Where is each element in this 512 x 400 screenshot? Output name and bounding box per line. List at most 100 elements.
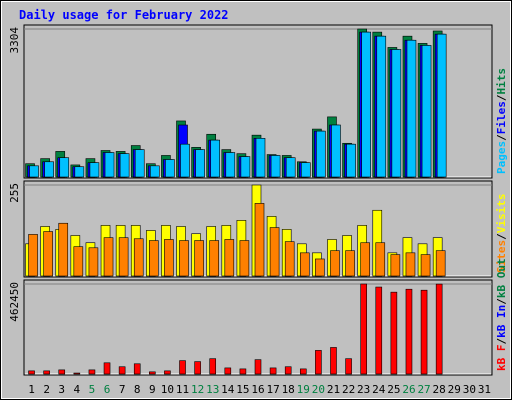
bar (43, 370, 50, 375)
x-tick-label: 26 (402, 383, 415, 396)
x-tick-label: 31 (478, 383, 491, 396)
x-tick-label: 18 (282, 383, 295, 396)
chart-title: Daily usage for February 2022 (19, 8, 229, 22)
bar (179, 240, 189, 277)
x-tick-label: 11 (176, 383, 189, 396)
x-tick-label: 7 (119, 383, 126, 396)
bar (345, 250, 355, 277)
bar (224, 367, 232, 375)
bar (240, 156, 251, 178)
bar (285, 157, 296, 178)
bar (315, 350, 322, 375)
legend-entry: Files (495, 101, 508, 134)
x-tick-label: 23 (357, 383, 370, 396)
legend-separator: / (495, 298, 508, 305)
bar (134, 149, 145, 178)
bar (360, 283, 367, 375)
x-tick-label: 5 (89, 383, 96, 396)
bar (210, 139, 221, 178)
x-tick-label: 9 (149, 383, 156, 396)
bar (331, 124, 341, 178)
y-tick-label: 462450 (8, 282, 21, 322)
x-tick-label: 13 (206, 383, 219, 396)
bar (435, 250, 446, 277)
bar (88, 369, 96, 375)
bar (300, 162, 311, 178)
bar (391, 49, 402, 178)
legend-entry: kB F (495, 345, 508, 372)
legend-separator: / (495, 233, 508, 240)
bar (164, 370, 171, 375)
bar (59, 157, 70, 178)
bar (74, 166, 85, 178)
bar (315, 258, 325, 277)
x-tick-label: 1 (28, 383, 35, 396)
bar (330, 250, 340, 277)
bar (361, 31, 371, 178)
x-tick-label: 8 (134, 383, 141, 396)
bar (44, 161, 54, 178)
legend-separator: / (495, 134, 508, 141)
bar (284, 241, 295, 277)
legend-entry: Pages (495, 141, 508, 174)
bar (360, 242, 370, 277)
bar (29, 165, 39, 178)
legend-entry: kB In (495, 305, 508, 338)
bar (103, 362, 111, 375)
bar (254, 203, 265, 277)
legend-entry: Hits (495, 68, 508, 95)
bar (435, 283, 443, 375)
bar (195, 149, 205, 178)
y-tick-label: 3304 (8, 27, 21, 54)
x-tick-label: 10 (161, 383, 174, 396)
bar (165, 159, 175, 178)
bar (254, 359, 262, 375)
legend: Sites/Visits (495, 194, 508, 274)
bar (330, 347, 337, 375)
x-tick-label: 15 (236, 383, 249, 396)
x-tick-label: 4 (74, 383, 81, 396)
x-tick-label: 3 (58, 383, 65, 396)
bar (88, 247, 99, 277)
bar (299, 252, 310, 277)
legend-entry: Visits (495, 194, 508, 234)
bar (406, 39, 417, 178)
bar (270, 155, 281, 178)
x-tick-label: 16 (251, 383, 264, 396)
bar (224, 239, 235, 277)
x-tick-label: 29 (448, 383, 461, 396)
panel (23, 279, 493, 376)
bar (299, 368, 307, 375)
x-tick-label: 24 (372, 383, 386, 396)
legend: kB F/kB In/kB Out (495, 258, 508, 371)
bar (390, 291, 398, 375)
bar (436, 33, 447, 178)
bar (375, 242, 386, 277)
bar (420, 254, 431, 277)
x-tick-label: 6 (104, 383, 111, 396)
bar (104, 152, 115, 178)
bar (390, 254, 401, 277)
bar (73, 372, 81, 375)
bar (133, 363, 141, 375)
bar (194, 361, 201, 375)
bar (239, 240, 250, 277)
bar (58, 222, 69, 277)
x-tick-label: 19 (297, 383, 310, 396)
bar (149, 240, 159, 277)
bar (133, 238, 144, 277)
bar (118, 237, 129, 277)
bar (375, 286, 383, 375)
bar (376, 35, 387, 178)
legend-separator: / (495, 94, 508, 101)
x-tick-label: 12 (191, 383, 204, 396)
x-tick-label: 27 (417, 383, 430, 396)
bar (420, 289, 428, 375)
x-tick-label: 2 (43, 383, 50, 396)
bar (239, 368, 247, 375)
y-tick-label: 255 (8, 183, 21, 203)
bar (58, 369, 66, 375)
bar (209, 240, 220, 277)
bar (269, 367, 277, 375)
